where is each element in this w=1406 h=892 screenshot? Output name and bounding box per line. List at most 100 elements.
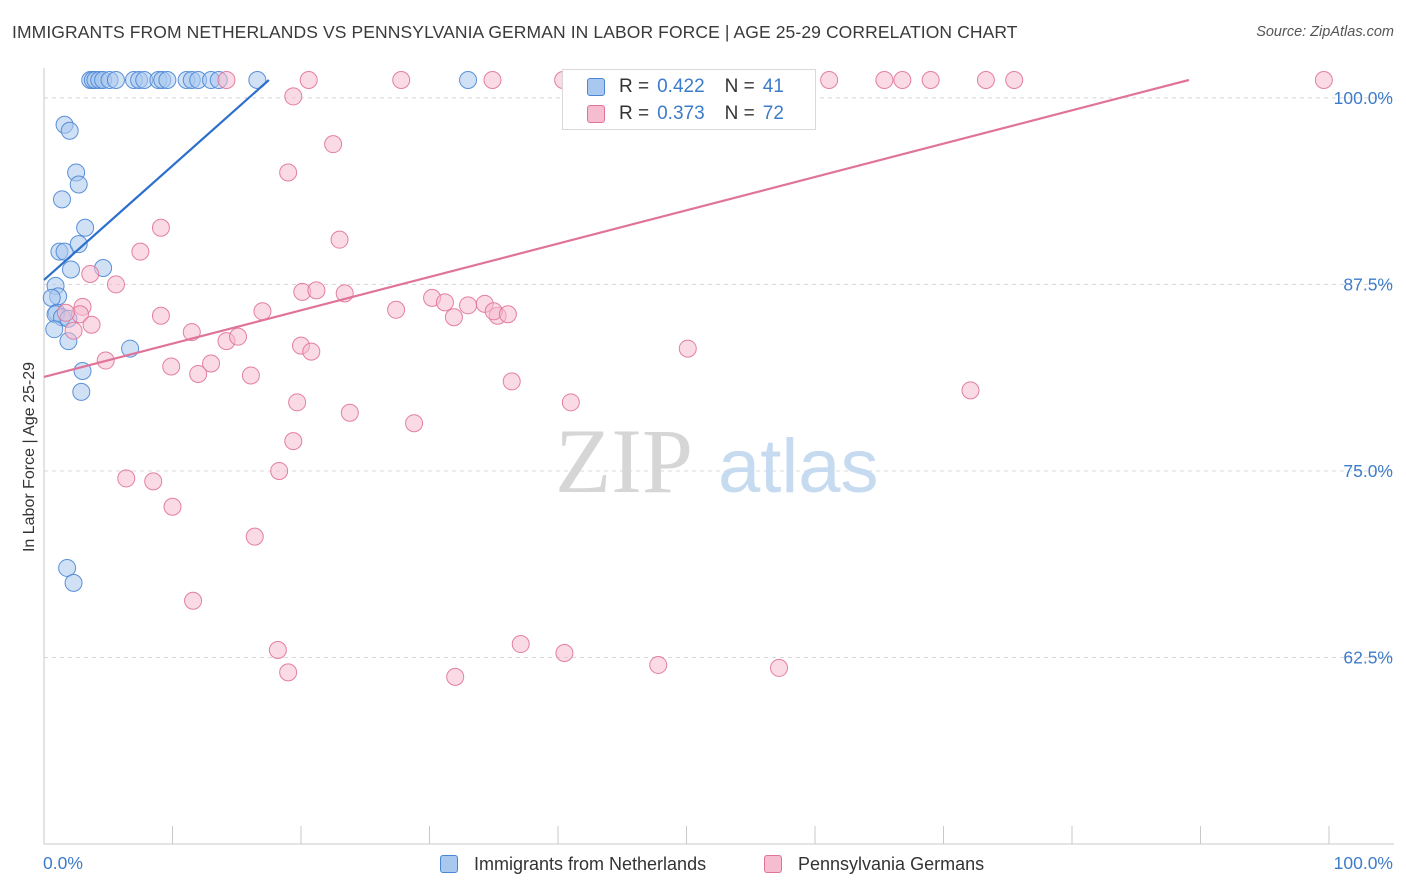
y-axis-label: In Labor Force | Age 25-29: [21, 361, 38, 553]
bottom-legend-label: Pennsylvania Germans: [798, 853, 985, 874]
data-point: [117, 469, 136, 488]
data-point: [64, 321, 83, 340]
data-point: [144, 472, 163, 491]
data-point: [288, 393, 307, 412]
x-tick-label-min: 0.0%: [43, 853, 83, 873]
data-point: [248, 71, 267, 89]
legend-row-pennsylvania: R = 0.373 N = 72: [587, 102, 784, 126]
legend-r-label: R =: [619, 103, 650, 124]
trend-lines: [43, 78, 1190, 379]
data-point: [678, 339, 697, 358]
legend-r-value: 0.373: [657, 103, 705, 124]
data-point: [483, 71, 502, 89]
data-point: [459, 296, 478, 315]
data-point: [307, 281, 326, 300]
bottom-legend-netherlands: Immigrants from Netherlands: [440, 852, 706, 876]
data-point: [253, 302, 272, 321]
data-point: [82, 315, 101, 334]
data-point: [131, 242, 150, 261]
data-point: [1005, 71, 1024, 89]
data-point: [302, 342, 321, 361]
data-point: [241, 366, 260, 385]
data-point: [279, 663, 298, 682]
series-pennsylvania-points: [56, 71, 1333, 686]
data-point: [921, 71, 940, 89]
bottom-legend-label: Immigrants from Netherlands: [474, 853, 707, 874]
bottom-legend-swatch-pink: [764, 855, 782, 873]
legend-n-value: 72: [762, 103, 784, 124]
correlation-legend: R = 0.422 N = 41 R = 0.373 N = 72: [562, 69, 816, 130]
chart-title: IMMIGRANTS FROM NETHERLANDS VS PENNSYLVA…: [12, 22, 1018, 42]
x-tick-label-max: 100.0%: [1333, 853, 1393, 873]
data-point: [299, 71, 318, 89]
data-point: [55, 242, 74, 261]
data-point: [770, 658, 789, 677]
axes: [43, 68, 1394, 845]
data-point: [284, 87, 303, 106]
data-point: [245, 527, 264, 546]
data-point: [875, 71, 894, 89]
data-point: [76, 218, 95, 237]
watermark-zip: ZIP: [555, 410, 693, 512]
data-point: [106, 71, 125, 89]
data-point: [435, 293, 454, 312]
series-netherlands-points: [42, 71, 478, 592]
data-point: [162, 357, 181, 376]
data-point: [151, 218, 170, 237]
bottom-legend-pennsylvania: Pennsylvania Germans: [764, 852, 984, 876]
data-point: [56, 303, 75, 322]
data-point: [202, 354, 221, 373]
data-point: [58, 558, 77, 577]
watermark-atlas: atlas: [718, 424, 879, 509]
legend-n-value: 41: [762, 76, 784, 97]
data-point: [184, 591, 203, 610]
data-point: [106, 275, 125, 294]
data-point: [279, 163, 298, 182]
data-point: [511, 635, 530, 654]
data-point: [1314, 71, 1333, 89]
data-point: [961, 381, 980, 400]
data-point: [502, 372, 521, 391]
data-point: [446, 667, 465, 686]
data-point: [158, 71, 177, 89]
data-point: [324, 135, 343, 154]
data-point: [61, 260, 80, 279]
data-point: [151, 306, 170, 325]
trend-line-pennsylvania: [43, 78, 1190, 379]
data-point: [229, 327, 248, 346]
data-point: [976, 71, 995, 89]
data-point: [444, 308, 463, 327]
data-point: [820, 71, 839, 89]
data-point: [81, 264, 100, 283]
data-point: [340, 403, 359, 422]
chart-source: Source: ZipAtlas.com: [1256, 24, 1394, 40]
data-point: [555, 644, 574, 662]
data-point: [893, 71, 912, 89]
legend-swatch-blue: [587, 78, 605, 96]
y-tick-label: 62.5%: [1343, 647, 1393, 667]
legend-n-label: N =: [724, 76, 755, 97]
y-tick-labels: 62.5% 75.0% 87.5% 100.0%: [1334, 88, 1393, 668]
data-point: [284, 432, 303, 451]
data-point: [498, 305, 517, 324]
legend-r-value: 0.422: [657, 76, 705, 97]
data-point: [60, 121, 79, 140]
y-tick-label: 75.0%: [1343, 461, 1393, 481]
data-point: [69, 175, 88, 194]
data-point: [64, 573, 83, 592]
data-point: [270, 461, 289, 480]
data-point: [189, 364, 208, 383]
data-point: [405, 414, 424, 433]
data-point: [72, 382, 91, 401]
data-point: [561, 393, 580, 412]
data-point: [268, 641, 287, 660]
legend-row-netherlands: R = 0.422 N = 41: [587, 75, 784, 99]
data-point: [330, 230, 349, 249]
y-tick-label: 87.5%: [1343, 274, 1393, 294]
bottom-legend-swatch-blue: [440, 855, 458, 873]
trend-line-netherlands: [43, 79, 270, 281]
legend-r-label: R =: [619, 76, 650, 97]
data-point: [649, 655, 668, 674]
data-point: [387, 300, 406, 319]
